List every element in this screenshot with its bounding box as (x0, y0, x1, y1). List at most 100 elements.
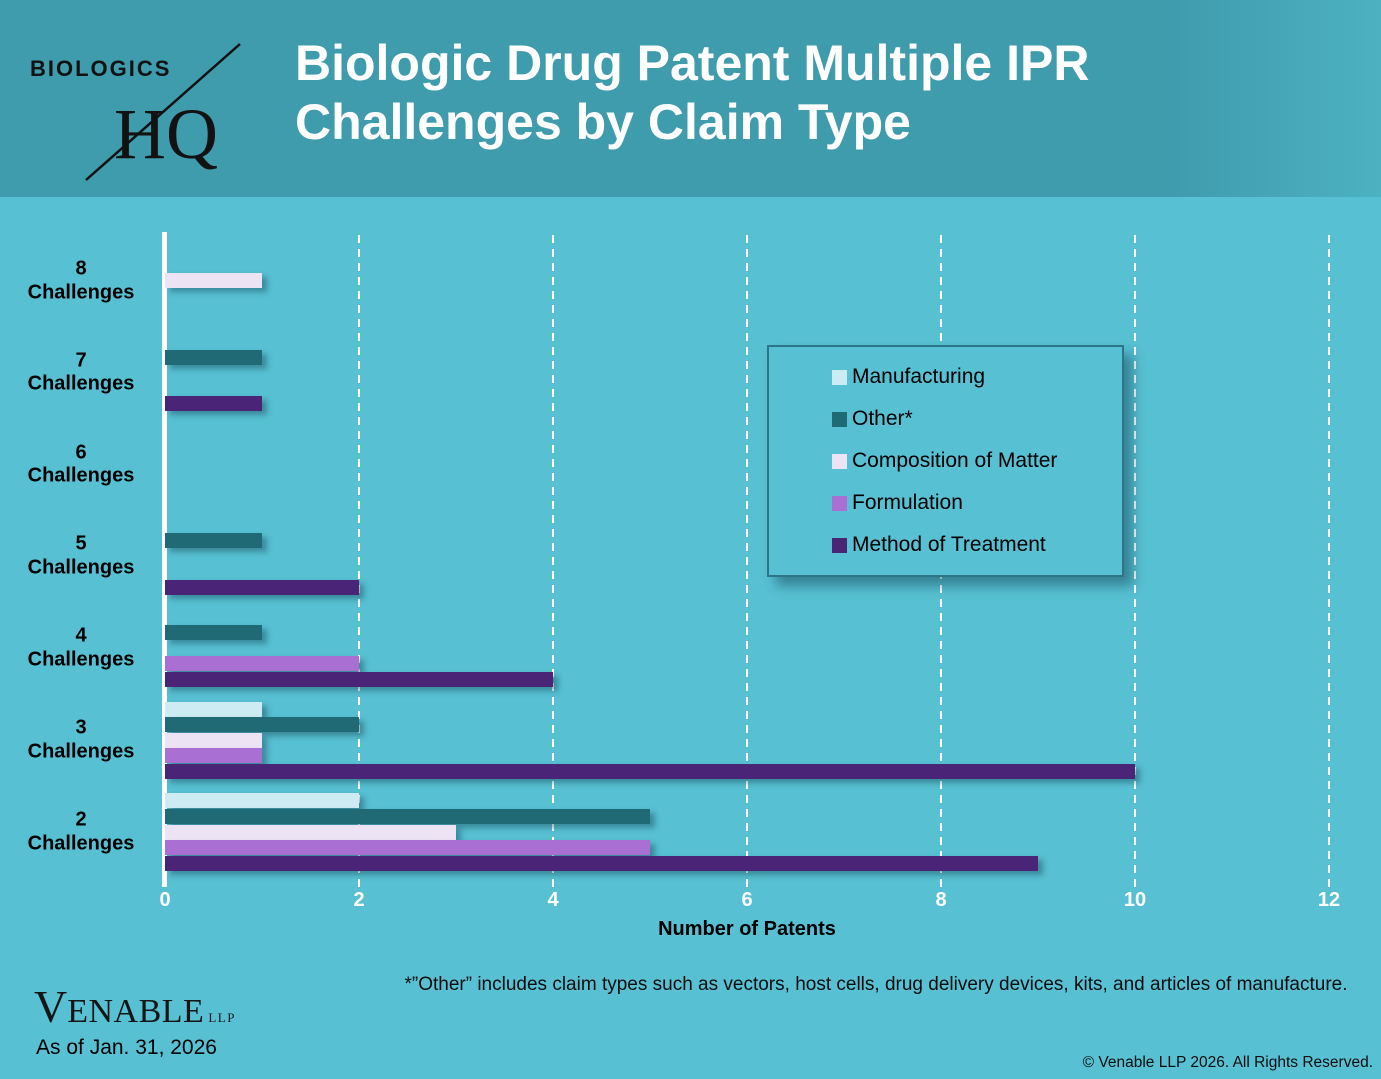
gridline (552, 235, 554, 887)
category-label-line: 8 (75, 257, 87, 280)
bar-slot (165, 732, 1329, 748)
gridline (358, 235, 360, 887)
bar-slot (165, 365, 1329, 381)
bar-row: 6 Challenges (28, 419, 1329, 511)
category-label-line: Challenges (27, 556, 135, 579)
category-label: 3 Challenges (13, 717, 149, 764)
bar (165, 808, 650, 824)
page-title: Biologic Drug Patent Multiple IPR Challe… (295, 34, 1089, 151)
bar-slot (165, 488, 1329, 504)
category-label-line: Challenges (27, 464, 135, 487)
bar (165, 625, 262, 641)
bar-slot (165, 242, 1329, 258)
bar-slot (165, 289, 1329, 305)
x-axis-title: Number of Patents (658, 918, 836, 940)
bar-slot (165, 258, 1329, 274)
bar (165, 580, 359, 596)
bar-slot (165, 273, 1329, 289)
bar (165, 533, 262, 549)
bar (165, 840, 650, 856)
legend-swatch (832, 411, 847, 427)
header-band: BIOLOGICS HQ Biologic Drug Patent Multip… (0, 0, 1381, 197)
bar-slot (165, 381, 1329, 397)
plot-area: Number of Patents 0 2 4 6 8 10 12 8 Challenges 7 C… (28, 232, 1340, 940)
bar-slot (165, 334, 1329, 350)
category-label: 4 Challenges (13, 625, 149, 672)
bar-slot (165, 426, 1329, 442)
category-label-line: 7 (75, 349, 87, 372)
legend-swatch (832, 453, 847, 469)
category-label-line: 3 (75, 716, 87, 739)
bar-slot (165, 641, 1329, 657)
x-tick-label: 12 (1317, 889, 1341, 911)
x-tick-label: 2 (353, 889, 365, 911)
category-label-line: Challenges (27, 372, 135, 395)
x-tick-label: 4 (547, 889, 559, 911)
bar-slot (165, 855, 1329, 871)
bar-slot (165, 457, 1329, 473)
bar (165, 672, 553, 688)
bar-slot (165, 748, 1329, 764)
page-title-line1: Biologic Drug Patent Multiple IPR (295, 35, 1090, 91)
bar-slot (165, 656, 1329, 672)
bar-slot (165, 518, 1329, 534)
bar-row: 7 Challenges (28, 327, 1329, 419)
bar-slot (165, 625, 1329, 641)
bar-slot (165, 609, 1329, 625)
bar-slot (165, 564, 1329, 580)
bar-row: 5 Challenges (28, 511, 1329, 603)
bar (165, 701, 262, 717)
bar-slot (165, 808, 1329, 825)
bar (165, 824, 456, 840)
bar-slot (165, 533, 1329, 549)
category-label-line: 6 (75, 441, 87, 464)
footnote: *”Other” includes claim types such as ve… (404, 974, 1348, 995)
x-tick-label: 6 (741, 889, 753, 911)
bar (165, 656, 359, 672)
legend-swatch (832, 369, 847, 385)
x-tick-label: 0 (159, 889, 171, 911)
venable-logo-initial: V (34, 981, 68, 1032)
bar-row: 2 Challenges (28, 786, 1329, 878)
category-label-line: 5 (75, 532, 87, 555)
bar (165, 763, 1135, 779)
legend-label: Manufacturing (852, 365, 986, 388)
legend-item: Other* (832, 407, 1122, 431)
legend-label: Formulation (852, 491, 963, 514)
bar-slot (165, 472, 1329, 488)
bar-slot (165, 672, 1329, 688)
bar (165, 748, 262, 764)
legend-item: Formulation (832, 491, 1122, 515)
legend-item: Composition of Matter (832, 449, 1122, 473)
x-tick-label: 10 (1123, 889, 1147, 911)
venable-logo-rest: ENABLE (67, 993, 205, 1030)
legend-label: Composition of Matter (852, 449, 1058, 472)
logo-diagonal-line (85, 43, 241, 181)
gridline (746, 235, 748, 887)
bar (165, 396, 262, 412)
bar-slot (165, 824, 1329, 840)
category-label-line: Challenges (27, 648, 135, 671)
category-label: 8 Challenges (13, 257, 149, 304)
bar-slot (165, 763, 1329, 780)
bar-slot (165, 840, 1329, 856)
category-label-line: Challenges (27, 740, 135, 763)
y-axis-line (162, 232, 167, 887)
bar-slot (165, 441, 1329, 457)
category-label: 2 Challenges (13, 808, 149, 855)
bar-slot (165, 580, 1329, 596)
gridline (1134, 235, 1136, 887)
bar-slot (165, 304, 1329, 320)
bar-slot (165, 396, 1329, 412)
bar-row: 4 Challenges (28, 602, 1329, 694)
copyright-text: © Venable LLP 2026. All Rights Reserved. (1082, 1054, 1373, 1071)
chart-legend: Manufacturing Other* Composition of Matter… (767, 345, 1124, 577)
page-title-line2: Challenges by Claim Type (295, 93, 911, 150)
biologicshq-logo: BIOLOGICS HQ (30, 43, 241, 181)
legend-label: Method of Treatment (852, 533, 1046, 556)
category-label: 5 Challenges (13, 533, 149, 580)
category-label-line: 4 (75, 624, 87, 647)
gridline (1328, 235, 1330, 887)
legend-item: Method of Treatment (832, 533, 1122, 557)
